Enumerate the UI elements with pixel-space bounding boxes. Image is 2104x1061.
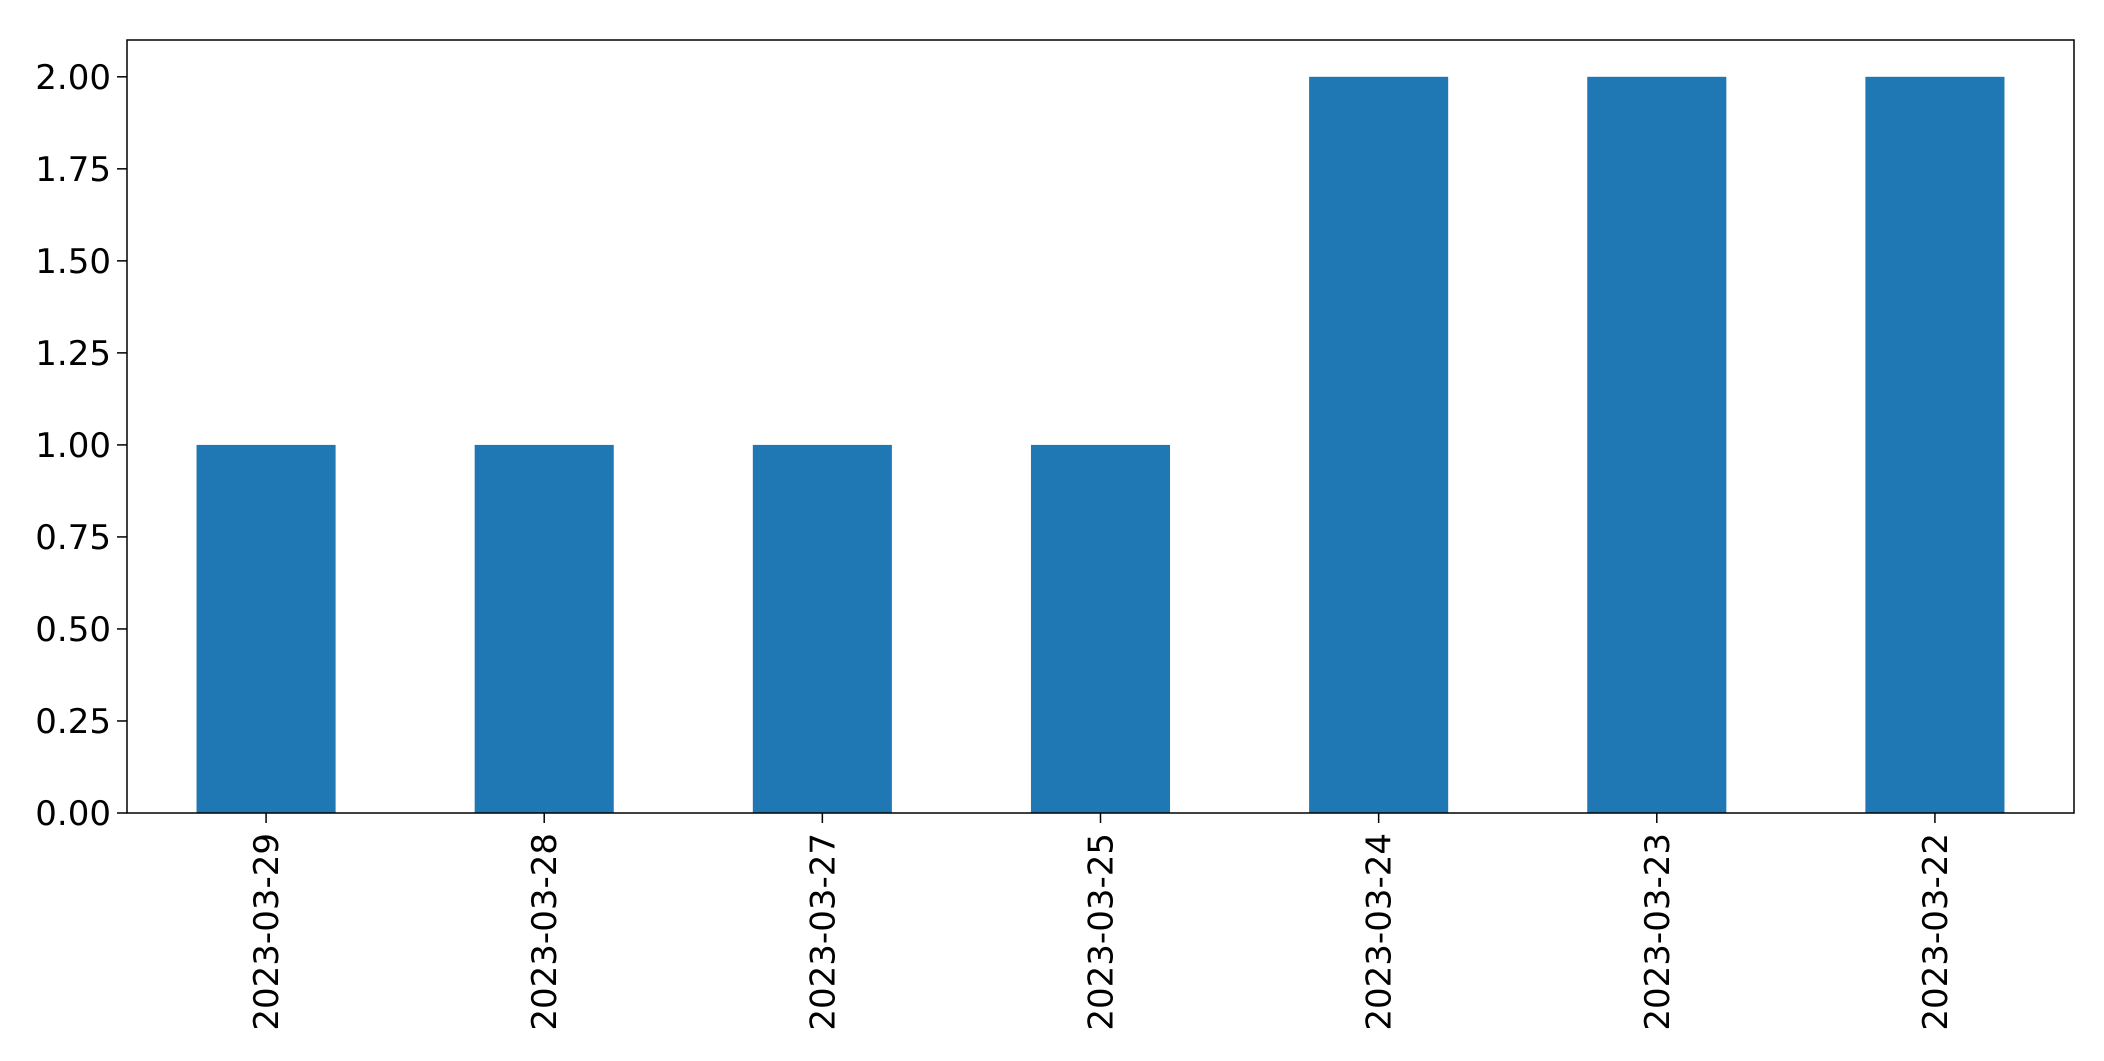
bar-2023-03-28 (474, 444, 614, 813)
bars-layer (196, 76, 2005, 814)
x-tick-label: 2023-03-22 (1916, 833, 1956, 1031)
bar-2023-03-24 (1309, 76, 1449, 814)
x-tick-label: 2023-03-25 (1082, 833, 1122, 1031)
x-tick-label: 2023-03-23 (1638, 833, 1678, 1031)
y-tick-label: 1.50 (35, 242, 111, 282)
bar-2023-03-22 (1865, 76, 2005, 814)
y-tick-label: 0.50 (35, 610, 111, 650)
bar-2023-03-23 (1587, 76, 1727, 814)
bar-2023-03-25 (1030, 444, 1171, 813)
y-tick-label: 0.25 (35, 702, 111, 742)
x-tick-label: 2023-03-28 (525, 833, 565, 1031)
y-tick-label: 0.00 (35, 794, 111, 834)
x-tick-label: 2023-03-27 (803, 833, 843, 1031)
y-tick-label: 1.00 (35, 426, 111, 466)
y-tick-label: 1.75 (35, 150, 111, 190)
bar-2023-03-29 (196, 444, 336, 813)
x-tick-label: 2023-03-29 (247, 833, 287, 1031)
y-tick-label: 0.75 (35, 518, 111, 558)
bar-2023-03-27 (752, 444, 892, 813)
y-tick-label: 1.25 (35, 334, 111, 374)
y-tick-label: 2.00 (35, 58, 111, 98)
plot-frame (126, 39, 2075, 814)
x-tick-label: 2023-03-24 (1360, 833, 1400, 1031)
ticks-layer: 2023-03-29 2023-03-28 2023-03-27 2023-03-25… (35, 58, 1956, 1031)
